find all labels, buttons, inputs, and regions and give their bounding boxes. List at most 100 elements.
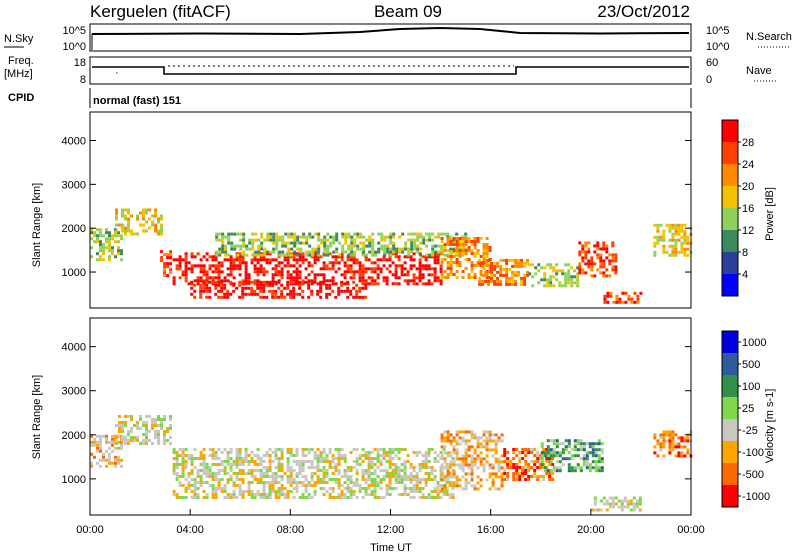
nsearch-tick-top: 10^5 [706,25,730,37]
nsky-tick-bottom: 10^0 [62,41,86,53]
velocity-colorbar-segment-6 [722,463,738,486]
date-title: 23/Oct/2012 [597,2,690,21]
power-ytick-label-1: 2000 [62,223,86,235]
power-colorbar-tick-label-0: 4 [742,269,748,281]
x-axis-label: Time UT [370,542,412,554]
velocity-colorbar-tick-label-7: -1000 [742,491,770,503]
power-colorbar-tick-label-2: 12 [742,225,754,237]
power-feature-10 [603,291,643,304]
power-colorbar-tick-label-5: 24 [742,159,754,171]
velocity-colorbar-segment-4 [722,419,738,442]
power-colorbar-tick-label-1: 8 [742,247,748,259]
power-feature-4 [190,280,368,299]
velocity-ytick-label-3: 4000 [62,342,86,354]
nave-tick-top: 60 [706,57,718,69]
freq-dot-mark: · [115,67,119,79]
nsky-tick-top: 10^5 [62,25,86,37]
velocity-heatmap [90,415,693,512]
cpid-label: CPID [8,92,34,104]
freq-label-line2: [MHz] [4,68,33,80]
power-ytick-label-3: 4000 [62,136,86,148]
freq-series-line [92,66,689,75]
velocity-ytick-label-1: 2000 [62,430,86,442]
velocity-colorbar-label: Velocity [m s-1] [764,389,776,464]
velocity-feature-6 [590,496,642,512]
xtick-label-5: 20:00 [577,524,605,536]
power-colorbar-tick-label-6: 28 [742,137,754,149]
xtick-label-3: 12:00 [377,524,405,536]
power-feature-6 [440,237,492,279]
xtick-label-6: 00:00 [677,524,705,536]
power-colorbar-segment-6 [722,252,738,275]
velocity-colorbar: 1000 500 100 25 -25 -100 -500 -1000 [721,330,770,508]
nsky-panel-frame [89,23,692,52]
freq-panel-frame [89,56,692,85]
velocity-colorbar-segment-2 [722,375,738,398]
velocity-feature-5 [540,439,604,473]
velocity-colorbar-segment-3 [722,397,738,420]
nsearch-tick-bottom: 10^0 [706,41,730,53]
beam-title: Beam 09 [374,2,442,21]
xtick-label-1: 04:00 [176,524,204,536]
power-y-axis: 1000 2000 3000 4000 [62,136,691,279]
power-colorbar-segment-7 [722,274,738,297]
power-heatmap [90,208,693,304]
power-colorbar-segment-3 [722,186,738,209]
nave-tick-bottom: 0 [706,74,712,86]
power-feature-7 [478,258,530,286]
velocity-colorbar-segment-0 [722,331,738,354]
power-ytick-label-2: 3000 [62,179,86,191]
velocity-colorbar-tick-label-3: 25 [742,403,754,415]
velocity-y-label: Slant Range [km] [31,375,43,459]
velocity-colorbar-frame [721,330,739,508]
xtick-label-4: 16:00 [477,524,505,536]
power-colorbar-tick-label-3: 16 [742,203,754,215]
nsky-series-line [91,26,690,36]
power-feature-0 [90,228,123,262]
nsky-label: N.Sky [4,33,34,45]
velocity-colorbar-tick-label-5: -100 [742,447,764,459]
velocity-colorbar-segment-7 [722,485,738,508]
power-feature-3 [172,252,443,286]
power-colorbar-segment-1 [722,142,738,165]
freq-tick-bottom: 8 [80,74,86,86]
velocity-colorbar-segment-1 [722,353,738,376]
power-feature-1 [115,208,163,236]
xtick-label-0: 00:00 [76,524,104,536]
power-colorbar-segment-2 [722,164,738,187]
power-ytick-label-0: 1000 [62,267,86,279]
velocity-feature-0 [90,434,123,468]
power-feature-11 [653,223,693,257]
power-y-label: Slant Range [km] [31,183,43,267]
velocity-colorbar-tick-label-1: 500 [742,359,760,371]
power-feature-9 [578,241,618,278]
freq-tick-top: 18 [74,57,86,69]
velocity-feature-3 [440,430,504,491]
power-colorbar-label: Power [dB] [764,187,776,241]
velocity-colorbar-tick-label-4: -25 [742,425,758,437]
velocity-colorbar-tick-label-0: 1000 [742,337,766,349]
power-feature-5 [215,232,468,257]
cpid-value: normal (fast) 151 [93,95,181,107]
power-colorbar: 4 8 12 16 20 24 28 [721,119,754,297]
power-colorbar-tick-label-4: 20 [742,181,754,193]
nave-label: Nave [746,65,772,77]
velocity-x-axis: 00:00 04:00 08:00 12:00 16:00 20:00 00:00 [76,509,705,536]
power-colorbar-segment-0 [722,120,738,143]
freq-label-line1: Freq. [8,55,34,67]
power-feature-8 [528,263,580,288]
velocity-y-axis: 1000 2000 3000 4000 [62,342,691,486]
nsearch-label: N.Search [746,31,792,43]
velocity-colorbar-segment-5 [722,441,738,464]
station-title: Kerguelen (fitACF) [90,2,231,21]
velocity-colorbar-tick-label-6: -500 [742,469,764,481]
power-colorbar-segment-4 [722,208,738,231]
velocity-ytick-label-2: 3000 [62,386,86,398]
power-feature-2 [160,250,173,278]
velocity-ytick-label-0: 1000 [62,474,86,486]
velocity-feature-7 [653,430,693,458]
velocity-feature-1 [115,415,172,445]
xtick-label-2: 08:00 [277,524,305,536]
velocity-feature-2 [172,448,455,499]
